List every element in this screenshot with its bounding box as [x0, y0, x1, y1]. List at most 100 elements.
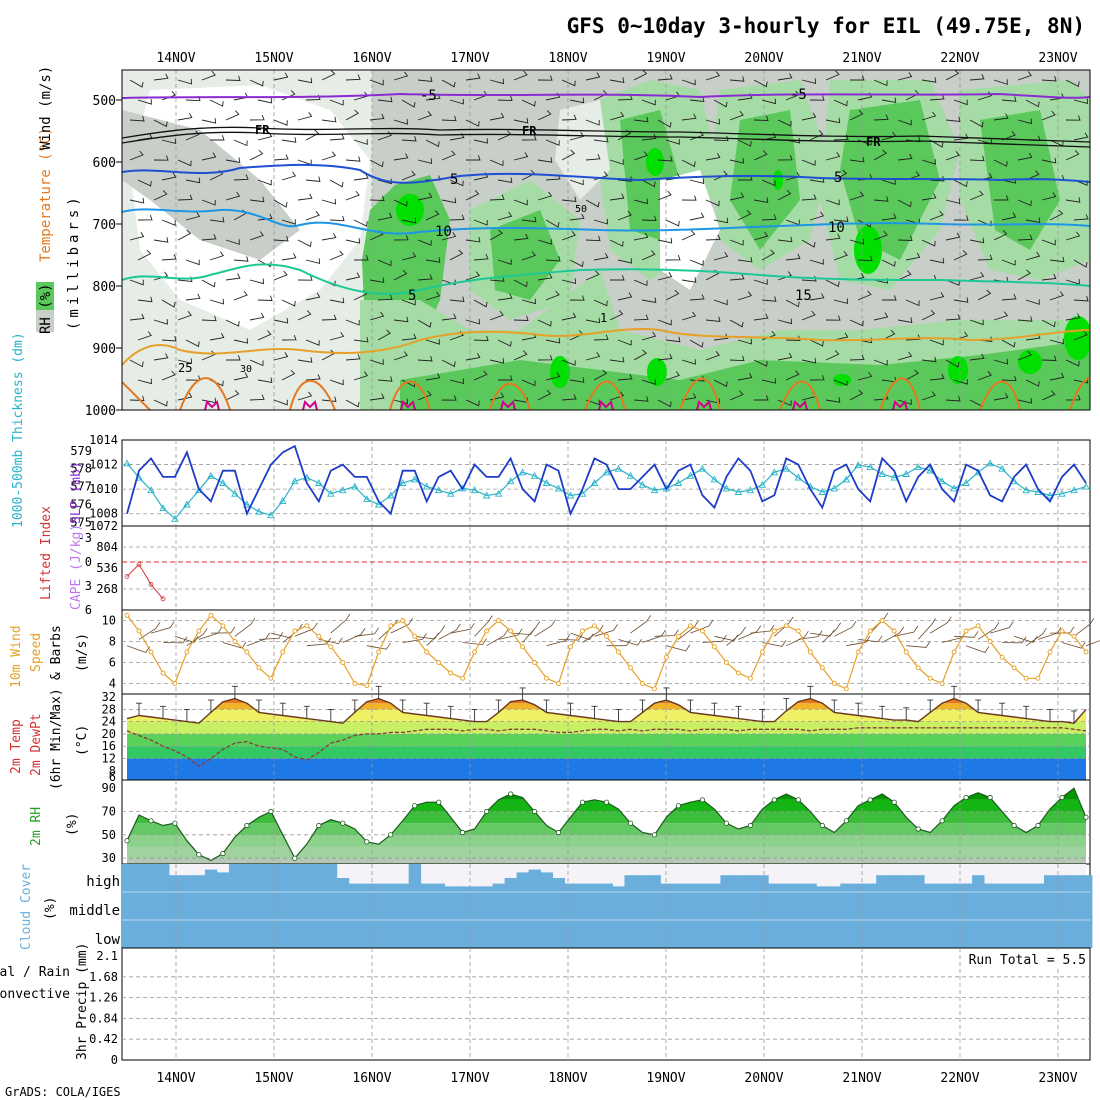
wind-barb-10m: [1073, 617, 1095, 637]
wind-barb: [633, 396, 649, 402]
cloud-axis-label: Cloud Cover: [19, 864, 34, 950]
wind-barb: [729, 110, 744, 121]
thickness-point: [530, 471, 539, 479]
wind-speed-point: [460, 675, 466, 681]
axis-tick-label: 3: [85, 579, 92, 593]
wind-barb: [153, 237, 169, 243]
thickness-point: [446, 489, 455, 497]
wind-barb: [225, 75, 241, 81]
cloud-bar: [276, 864, 290, 892]
wind-barb: [561, 394, 577, 401]
cape-marker: [696, 400, 712, 410]
wind-barb: [561, 312, 577, 321]
rh-point: [795, 797, 801, 803]
cloud-bar: [864, 920, 877, 948]
wind-barb-10m: [402, 633, 427, 643]
wind-speed-point: [711, 644, 717, 650]
wind-barb: [953, 99, 968, 106]
wind-speed-point: [783, 623, 789, 629]
wind-barb: [617, 292, 633, 301]
rh-point: [124, 838, 130, 844]
wind-barb: [153, 73, 169, 81]
wind-barb: [897, 72, 913, 81]
temp-maxmin-whisker: [807, 685, 814, 699]
thickness-point: [327, 489, 335, 497]
date-label-bottom: 20NOV: [744, 1071, 783, 1086]
thickness-point: [1082, 482, 1090, 490]
wind-barb: [801, 159, 816, 166]
wind-barb-10m: [522, 621, 541, 643]
wind-barb: [761, 296, 777, 302]
date-axis-top: 14NOV 15NOV 16NOV 17NOV 18NOV 19NOV 20NOV 21NOV…: [156, 51, 1077, 66]
cloud-bar: [960, 920, 973, 948]
cloud-bar: [145, 920, 158, 948]
cloud-bar: [780, 883, 793, 892]
cloud-bar: [240, 892, 254, 920]
wind-barb: [353, 371, 369, 381]
wind-speed-point: [328, 644, 334, 650]
wind-barb: [849, 191, 865, 201]
axis-tick-label: 6: [85, 603, 92, 617]
wind-barb: [249, 79, 264, 87]
thickness-point: [650, 486, 659, 494]
wind-speed-point: [987, 639, 993, 644]
wind-barb: [929, 257, 945, 264]
wind-barb: [329, 379, 344, 386]
wind-barb: [401, 217, 417, 224]
wind-barb: [953, 379, 968, 385]
cloud-bar: [600, 892, 613, 920]
wind-barb: [321, 116, 337, 123]
wind-barb: [129, 232, 145, 241]
cloud-bar: [169, 892, 182, 920]
wind-barb: [273, 72, 289, 81]
axis-tick-label: 804: [96, 540, 118, 554]
wind-barb: [945, 279, 960, 286]
wind-barb: [561, 79, 576, 87]
wind-barb: [777, 119, 792, 127]
thickness-point: [698, 464, 707, 472]
rh-point: [388, 832, 394, 838]
axis-tick-label: 50: [102, 828, 116, 842]
wind-barb: [809, 211, 825, 221]
cloud-bar: [684, 892, 697, 920]
wind-barb-10m: [354, 627, 379, 637]
wind-barb: [585, 399, 600, 406]
cloud-bar: [612, 892, 625, 920]
wind-barb: [281, 253, 297, 261]
thickness-point: [494, 489, 503, 497]
wind-barb: [1049, 291, 1064, 301]
wind-barb-10m: [762, 640, 787, 647]
wind-barb: [953, 250, 968, 261]
cloud-bar: [372, 892, 386, 920]
wind-barb-10m: [366, 642, 391, 650]
wind-barb: [593, 252, 609, 261]
wind-barb: [473, 138, 489, 144]
cape-li-panel: -3 0 3 6 1072 804 536 268 Lifted Index CAPE (J…: [39, 506, 1091, 617]
wind10-label-a: 10m Wind: [9, 625, 24, 688]
wind-barb: [641, 179, 656, 188]
wind-barb: [377, 376, 393, 382]
wind-barb: [153, 271, 169, 281]
wind-barb: [177, 392, 193, 401]
wind-barb: [585, 154, 601, 161]
cloud-bar: [804, 883, 817, 892]
wind-barb: [610, 275, 625, 281]
temp-maxmin-whisker: [303, 705, 310, 719]
wind-barb: [569, 97, 585, 104]
rh-point: [915, 826, 921, 832]
cloud-bar: [852, 892, 865, 920]
wind10-panel: 10 8 6 4 10m Wind Speed & Barbs (m/s): [9, 609, 1100, 695]
rh-point: [172, 820, 178, 826]
rh-band: [127, 846, 1086, 859]
cloud-bar: [780, 920, 793, 948]
wind-barb: [753, 150, 768, 161]
axis-tick-label: 6: [109, 770, 116, 784]
temp-maxmin-whisker: [663, 687, 670, 701]
cloud-bar: [912, 892, 925, 920]
wind-barb: [753, 279, 768, 285]
wind-barb: [465, 271, 481, 281]
wind-barb: [713, 333, 729, 341]
wind-barb: [449, 179, 464, 187]
axis-tick-label: 1.26: [89, 991, 118, 1005]
wind-barb: [833, 379, 848, 386]
